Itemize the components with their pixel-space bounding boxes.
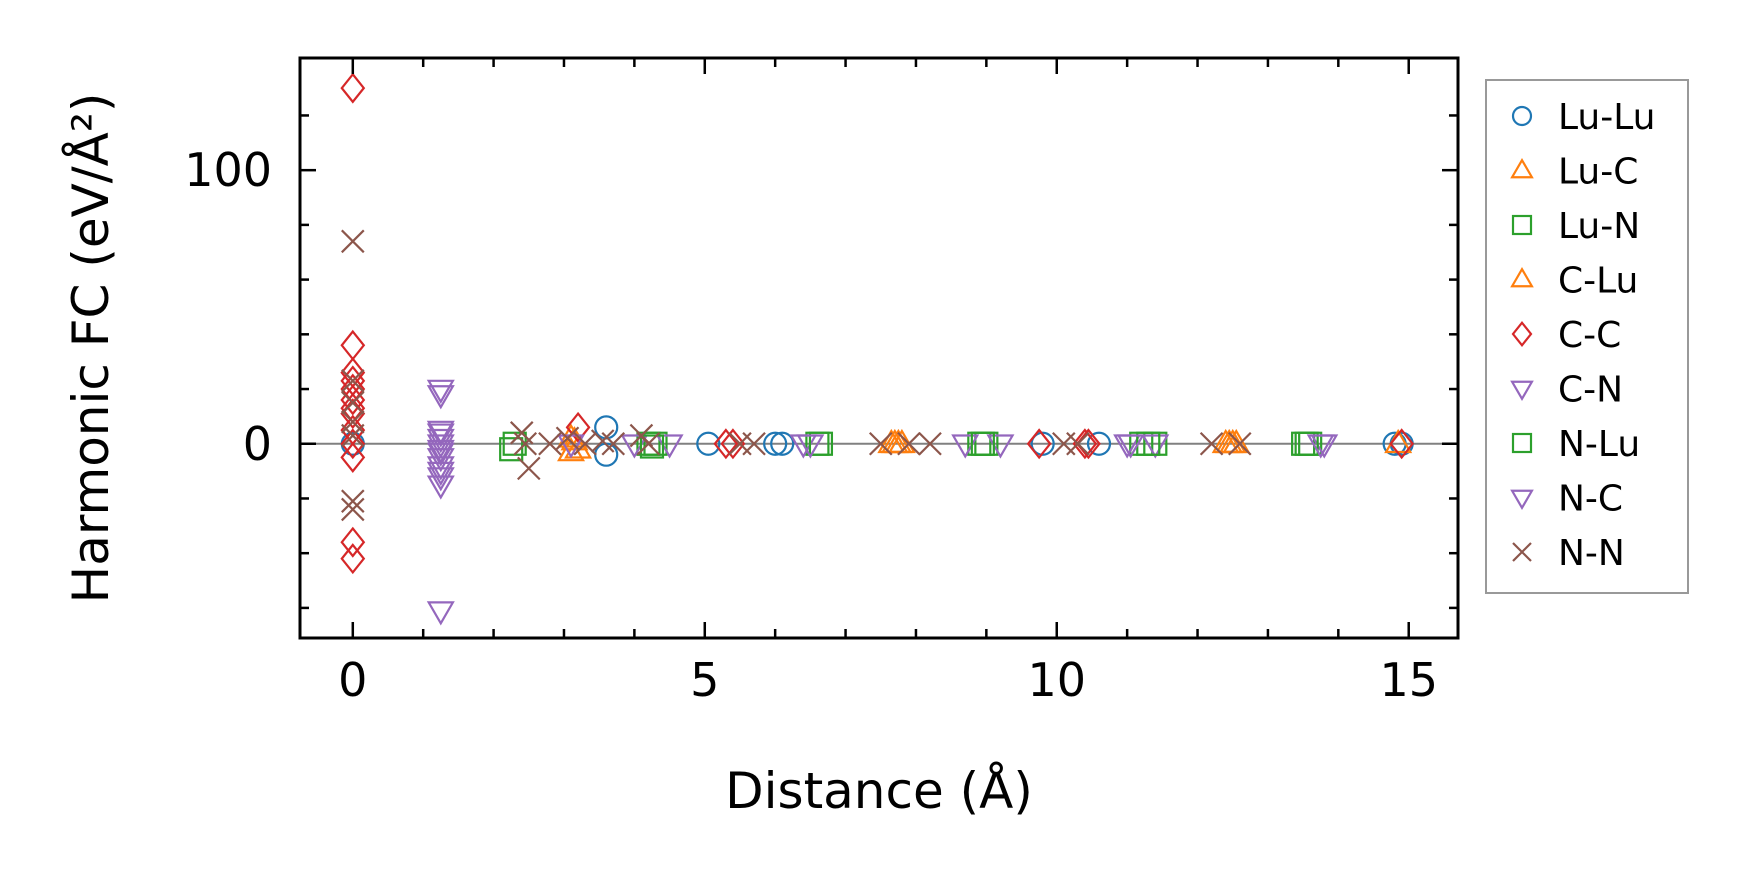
x-tick-label: 5 (690, 653, 719, 707)
point-c-c (340, 526, 366, 558)
legend: Lu-Lu Lu-C Lu-N C-Lu C-C C-N N-Lu N-C N-N (1485, 79, 1689, 594)
axes: 0 5 10 15 0 100 (184, 56, 1460, 707)
y-tick-label: 100 (184, 143, 272, 197)
point-lu-lu (1086, 431, 1112, 456)
legend-marker-n-lu (1511, 432, 1533, 454)
legend-label-c-lu: C-Lu (1558, 261, 1638, 302)
point-c-c (340, 72, 366, 104)
point-n-lu (1294, 431, 1319, 456)
y-tick-label: 0 (243, 417, 272, 471)
point-n-lu (970, 431, 995, 456)
point-n-c (796, 434, 825, 459)
point-c-n (426, 601, 455, 626)
point-n-n (636, 431, 661, 456)
point-n-lu (808, 431, 834, 456)
point-c-c (1072, 428, 1098, 460)
point-c-c (1389, 428, 1415, 460)
legend-marker-n-n (1512, 542, 1532, 562)
point-n-c (426, 423, 455, 448)
point-n-lu (639, 434, 665, 459)
point-n-n (341, 390, 365, 415)
x-tick-label: 10 (1027, 653, 1086, 707)
point-n-n (601, 431, 626, 456)
point-c-n (426, 475, 455, 500)
point-n-n (341, 229, 365, 254)
legend-label-lu-n: Lu-N (1558, 206, 1640, 247)
point-n-n (341, 497, 365, 522)
x-axis-label: Distance (Å) (725, 762, 1033, 820)
point-c-n (951, 434, 980, 459)
point-c-n (655, 434, 684, 459)
legend-label-n-c: N-C (1558, 479, 1623, 520)
y-axis-label: Harmonic FC (eV/Å²) (62, 93, 120, 604)
legend-marker-lu-c (1510, 157, 1534, 179)
point-n-c (1306, 434, 1335, 459)
legend-label-lu-c: Lu-C (1558, 152, 1638, 193)
point-lu-n (643, 431, 668, 456)
point-c-n (986, 434, 1015, 459)
point-lu-lu (594, 442, 619, 467)
point-lu-lu (696, 431, 721, 456)
x-tick-label: 0 (338, 653, 367, 707)
point-n-n (538, 431, 562, 456)
x-tick-label: 15 (1379, 653, 1438, 707)
point-c-c (565, 411, 591, 443)
legend-marker-c-n (1510, 380, 1534, 402)
point-c-n (426, 434, 455, 459)
point-c-c (1026, 428, 1052, 460)
point-n-n (897, 431, 921, 456)
point-n-n (517, 456, 541, 481)
point-n-c (1116, 434, 1145, 459)
point-c-n (426, 439, 455, 465)
point-n-c (426, 442, 455, 467)
legend-label-lu-lu: Lu-Lu (1558, 97, 1655, 138)
point-n-c (426, 467, 455, 492)
point-n-lu (499, 437, 524, 462)
legend-marker-lu-n (1511, 214, 1533, 236)
point-c-c (720, 428, 746, 460)
legend-label-c-n: C-N (1558, 370, 1623, 411)
point-n-n (341, 489, 365, 513)
point-c-c (713, 428, 739, 460)
plot-area (300, 72, 1458, 626)
point-n-n (868, 431, 893, 456)
point-c-n (426, 385, 455, 410)
point-lu-lu (770, 431, 795, 456)
point-n-n (1066, 431, 1090, 456)
legend-label-n-lu: N-Lu (1558, 424, 1640, 465)
point-n-n (918, 431, 942, 456)
point-lu-lu (594, 415, 619, 440)
plot-frame (298, 56, 1460, 640)
point-lu-lu (763, 431, 788, 456)
point-n-n (742, 431, 766, 456)
legend-label-c-c: C-C (1558, 315, 1621, 356)
point-c-c (340, 329, 366, 361)
point-c-n (426, 448, 455, 473)
point-c-lu (564, 434, 593, 459)
legend-marker-c-c (1511, 320, 1533, 348)
point-c-n (1141, 434, 1170, 459)
point-c-c (340, 441, 366, 473)
legend-label-n-n: N-N (1558, 533, 1625, 574)
point-n-n (341, 423, 365, 448)
point-c-n (426, 420, 455, 445)
legend-marker-lu-lu (1511, 105, 1533, 127)
point-n-n (1199, 431, 1224, 456)
point-n-n (555, 426, 580, 451)
point-n-n (1228, 431, 1252, 456)
legend-marker-c-lu (1510, 266, 1534, 288)
point-c-n (426, 379, 455, 404)
legend-marker-n-c (1510, 489, 1534, 511)
point-n-n (341, 369, 365, 393)
point-c-c (340, 543, 366, 575)
point-n-n (513, 431, 538, 456)
point-c-c (340, 428, 366, 460)
